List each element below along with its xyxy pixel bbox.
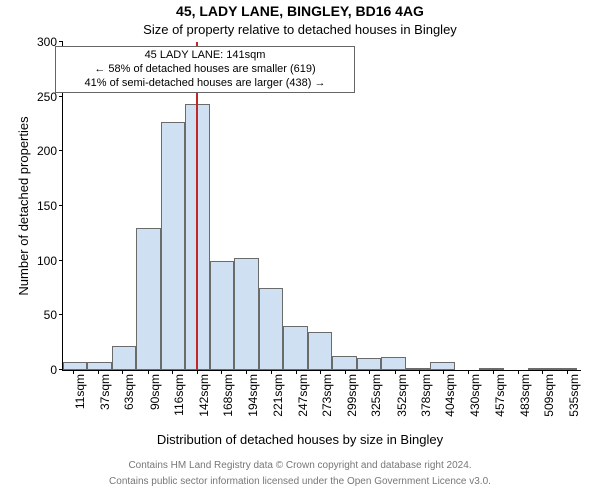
- x-tick-label: 299sqm: [345, 370, 359, 417]
- x-tick-label: 325sqm: [369, 370, 383, 417]
- histogram-bar: [357, 358, 381, 370]
- x-tick-label: 142sqm: [197, 370, 211, 417]
- histogram-bar: [210, 261, 234, 370]
- x-tick-label: 404sqm: [443, 370, 457, 417]
- annotation-line3: 41% of semi-detached houses are larger (…: [62, 77, 348, 91]
- x-tick-label: 11sqm: [73, 370, 87, 409]
- histogram-bar: [332, 356, 356, 370]
- y-tick-label: 100: [37, 254, 63, 268]
- histogram-bar: [136, 228, 160, 370]
- x-tick-label: 90sqm: [148, 370, 162, 410]
- footer-line2: Contains public sector information licen…: [0, 476, 600, 487]
- histogram-bar: [381, 357, 405, 370]
- chart-title-line1: 45, LADY LANE, BINGLEY, BD16 4AG: [0, 3, 600, 19]
- histogram-bar: [283, 326, 307, 370]
- x-tick-label: 194sqm: [246, 370, 260, 417]
- y-axis-label: Number of detached properties: [16, 42, 31, 370]
- histogram-bar: [553, 368, 577, 370]
- footer-line1: Contains HM Land Registry data © Crown c…: [0, 460, 600, 471]
- x-tick-label: 116sqm: [172, 370, 186, 416]
- y-tick-label: 50: [44, 308, 63, 322]
- histogram-bar: [528, 368, 552, 370]
- x-tick-label: 535sqm: [567, 370, 581, 417]
- y-tick-label: 150: [37, 199, 63, 213]
- histogram-bar: [87, 362, 111, 370]
- x-tick-label: 247sqm: [296, 370, 310, 417]
- histogram-bar: [234, 258, 258, 370]
- chart-container: 45, LADY LANE, BINGLEY, BD16 4AG Size of…: [0, 0, 600, 500]
- annotation-line2: ← 58% of detached houses are smaller (61…: [62, 63, 348, 77]
- x-tick-label: 430sqm: [468, 370, 482, 417]
- histogram-bar: [479, 368, 503, 370]
- y-tick-label: 0: [50, 363, 63, 377]
- x-tick-label: 273sqm: [320, 370, 334, 417]
- y-tick-label: 200: [37, 144, 63, 158]
- x-tick-label: 168sqm: [221, 370, 235, 417]
- x-tick-label: 37sqm: [98, 370, 112, 410]
- histogram-bar: [308, 332, 332, 370]
- histogram-bar: [63, 362, 87, 370]
- x-tick-label: 483sqm: [518, 370, 532, 417]
- x-tick-label: 509sqm: [542, 370, 556, 417]
- x-tick-label: 63sqm: [122, 370, 136, 410]
- histogram-bar: [161, 122, 185, 370]
- x-tick-label: 378sqm: [419, 370, 433, 417]
- histogram-bar: [430, 362, 454, 370]
- annotation-box: 45 LADY LANE: 141sqm ← 58% of detached h…: [55, 46, 355, 93]
- x-tick-label: 352sqm: [395, 370, 409, 417]
- x-tick-label: 457sqm: [493, 370, 507, 417]
- histogram-bar: [259, 288, 283, 370]
- x-tick-label: 221sqm: [271, 370, 285, 417]
- annotation-line1: 45 LADY LANE: 141sqm: [62, 49, 348, 63]
- plot-area: 05010015020025030011sqm37sqm63sqm90sqm11…: [62, 42, 581, 371]
- chart-title-line2: Size of property relative to detached ho…: [0, 22, 600, 37]
- histogram-bar: [406, 368, 430, 370]
- x-axis-label: Distribution of detached houses by size …: [0, 432, 600, 447]
- histogram-bar: [112, 346, 136, 370]
